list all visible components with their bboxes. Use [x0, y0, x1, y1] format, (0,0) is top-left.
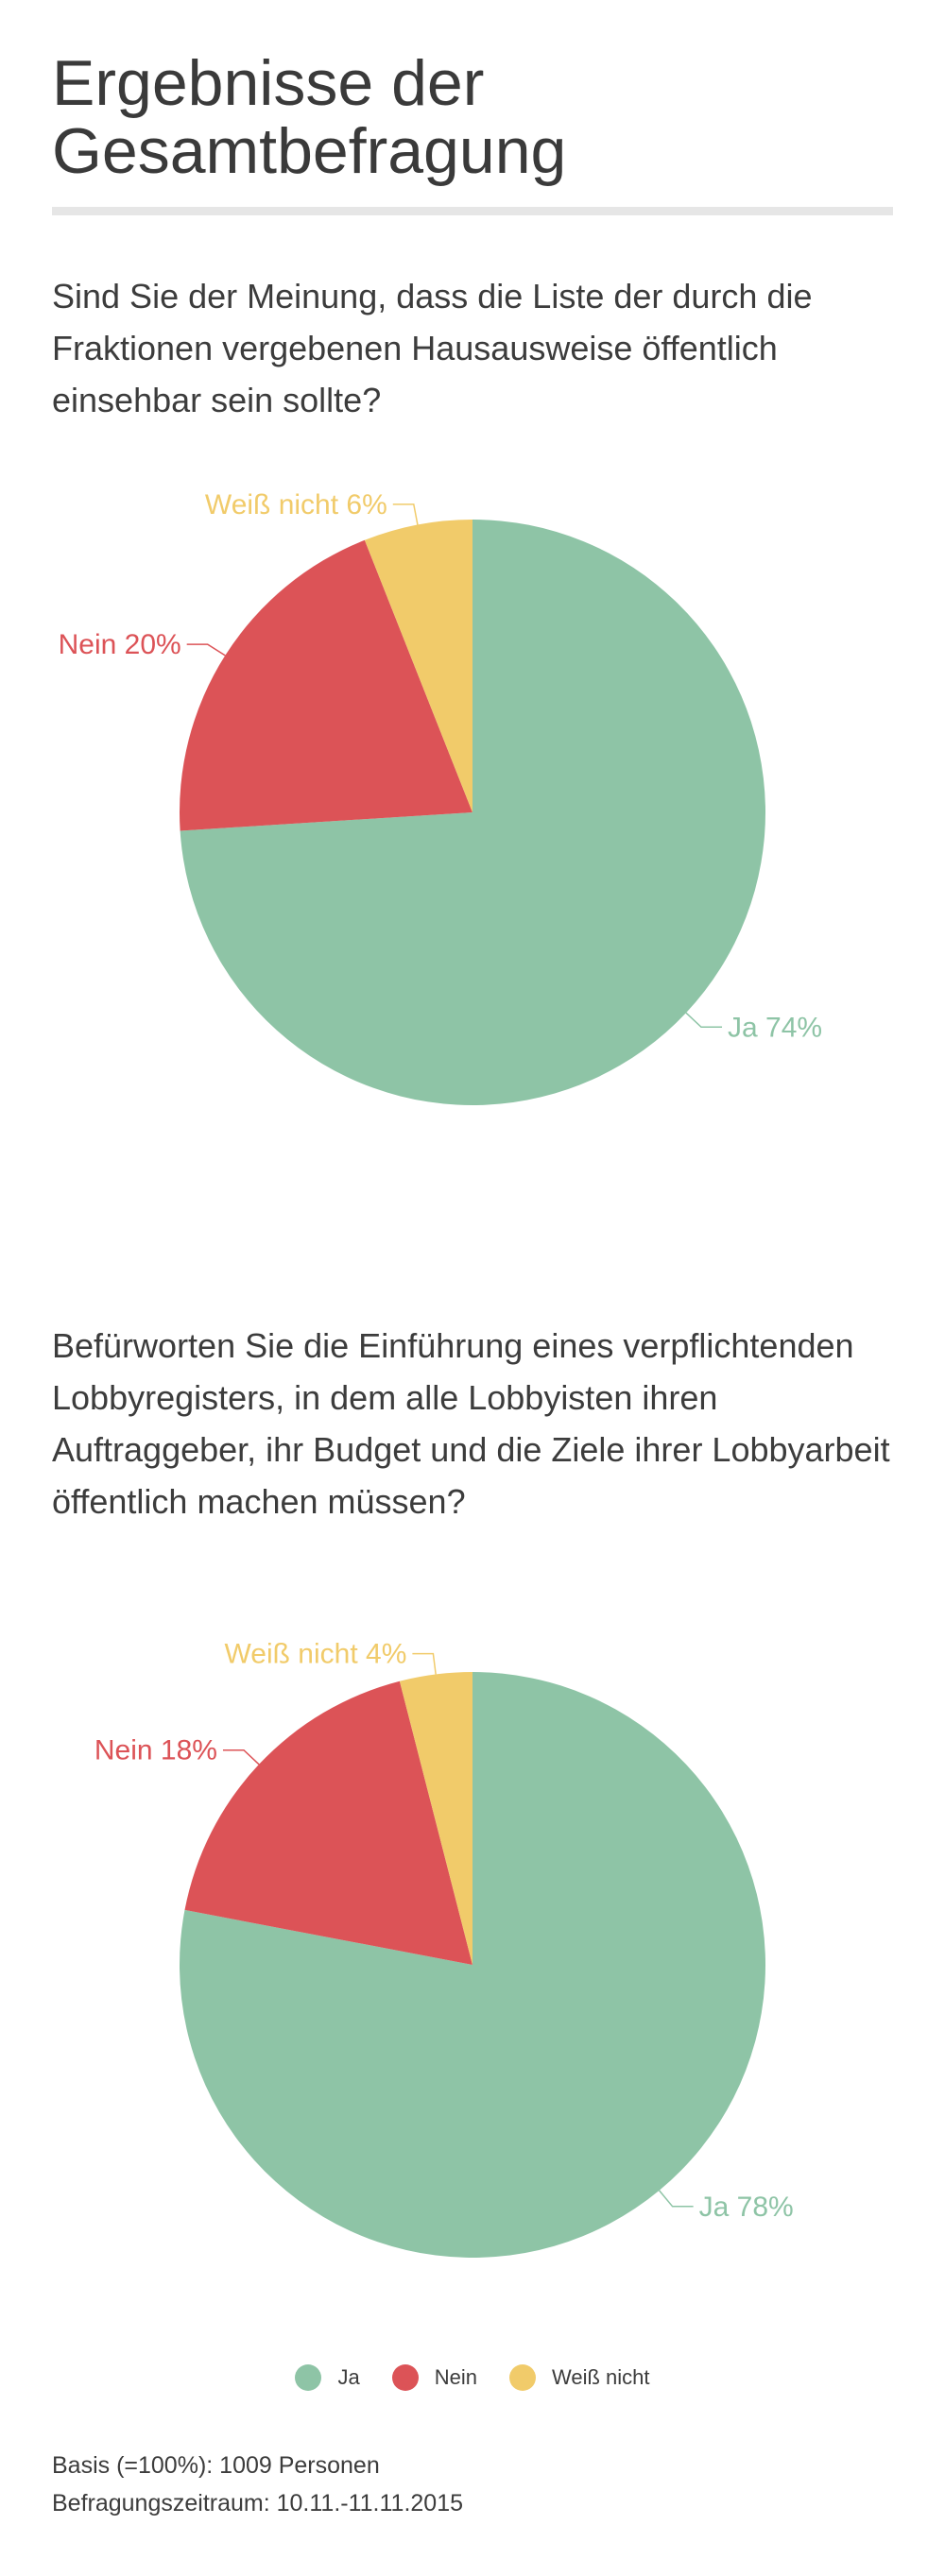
slice-label-ja: Ja 74% [728, 1012, 822, 1043]
legend-label-ja: Ja [337, 2365, 360, 2389]
pie-slice-weiss-nicht [364, 520, 472, 812]
legend-item-weiss-nicht: Weiß nicht [508, 2364, 650, 2391]
legend-item-ja: Ja [295, 2364, 360, 2391]
title-divider [52, 207, 893, 215]
question-2: Befürworten Sie die Einführung eines ver… [52, 1326, 890, 1521]
leader-line-weiss-nicht [412, 1652, 437, 1675]
legend-item-nein: Nein [391, 2364, 477, 2391]
slice-label-weiss-nicht: Weiß nicht 4% [225, 1639, 407, 1670]
leader-line-ja [659, 2190, 694, 2208]
pie-slice-ja [180, 1672, 766, 2258]
slice-label-nein: Nein 20% [59, 629, 181, 660]
slice-label-weiss-nicht: Weiß nicht 6% [205, 489, 387, 520]
leader-line-ja [685, 1012, 723, 1029]
leader-line-weiss-nicht [392, 503, 419, 525]
question-1: Sind Sie der Meinung, dass die Liste der… [52, 277, 813, 419]
legend-swatch-ja [295, 2364, 322, 2391]
page-title: Ergebnisse der Gesamtbefragung [52, 47, 567, 187]
footnote-basis: Basis (=100%): 1009 Personen [52, 2452, 380, 2479]
pie-slice-nein [180, 539, 472, 831]
leader-line-nein [186, 643, 226, 657]
legend: Ja Nein Weiß nicht [0, 2359, 945, 2397]
legend-swatch-weiss-nicht [508, 2364, 536, 2391]
pie-slice-ja [180, 520, 765, 1105]
leader-line-nein [222, 1749, 260, 1766]
legend-swatch-nein [391, 2364, 419, 2391]
pie-chart-2: Ja 78% Nein 18% Weiß nicht 4% [94, 1639, 794, 2258]
pie-slice-weiss-nicht [399, 1672, 472, 1965]
slice-label-nein: Nein 18% [94, 1735, 217, 1766]
slice-label-ja: Ja 78% [699, 2192, 794, 2223]
legend-label-nein: Nein [434, 2365, 477, 2389]
legend-label-weiss-nicht: Weiß nicht [551, 2365, 650, 2389]
pie-chart-1: Ja 74% Nein 20% Weiß nicht 6% [59, 489, 822, 1105]
footnote-period: Befragungszeitraum: 10.11.-11.11.2015 [52, 2490, 464, 2516]
pie-slice-nein [184, 1680, 472, 1965]
